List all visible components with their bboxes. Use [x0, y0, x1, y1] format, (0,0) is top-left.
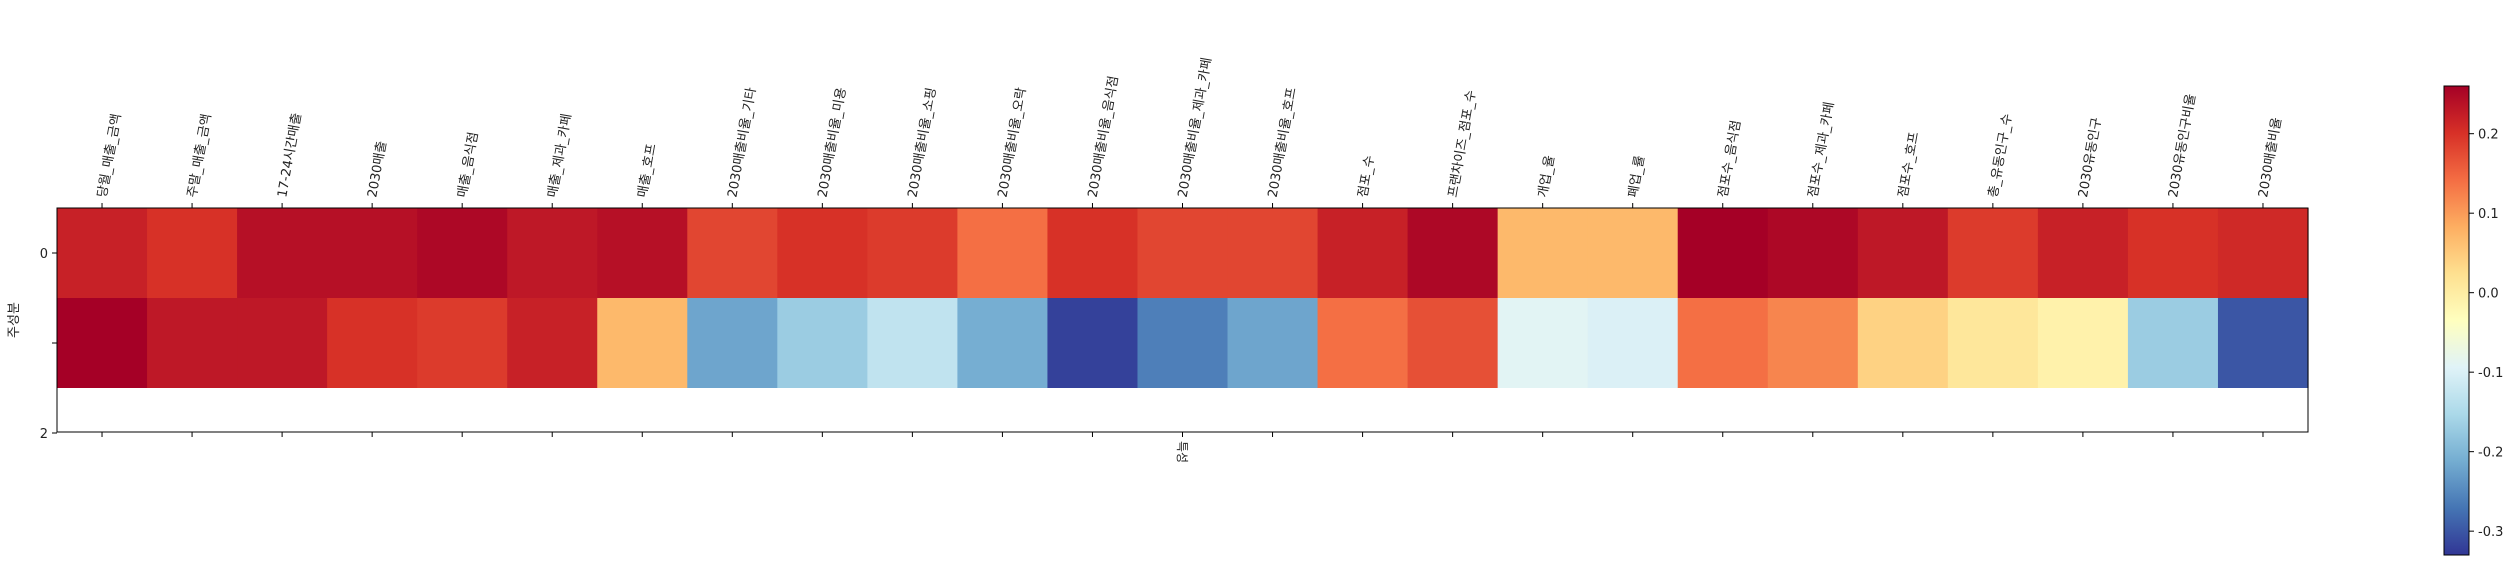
heatmap-cell	[867, 208, 958, 298]
heatmap-cell	[1767, 208, 1859, 298]
y-axis-label: 주성분	[7, 302, 22, 338]
heatmap-cell	[1317, 208, 1409, 298]
x-tick-label: 2030매출비율_음식점	[1086, 75, 1122, 199]
heatmap-cell	[1497, 208, 1589, 298]
heatmap-cell	[1047, 298, 1139, 388]
heatmap-cell	[1497, 298, 1589, 388]
colorbar-tick-label: 0.2	[2478, 128, 2499, 143]
x-tick-label: 폐업_률	[1626, 154, 1648, 198]
colorbar-tick-label: -0.3	[2478, 525, 2503, 540]
heatmap-cell	[2217, 208, 2309, 298]
x-tick-label: 2030매출비율_미용	[816, 86, 850, 198]
heatmap-cell	[507, 208, 598, 298]
heatmap-cell	[417, 298, 508, 388]
heatmap-cell	[1407, 298, 1499, 388]
x-tick-label: 총_유동인구_수	[1986, 113, 2015, 199]
x-tick-label: 점포수_음식점	[1716, 119, 1744, 199]
heatmap-cell	[1407, 208, 1499, 298]
heatmap-cell	[2127, 298, 2219, 388]
x-tick-label: 매출_제과_카페	[545, 113, 574, 199]
heatmap-cell	[327, 208, 418, 298]
heatmap-cell	[1047, 208, 1139, 298]
colorbar-ticks: -0.3 -0.2 -0.1 0.0 0.1 0.2	[2469, 128, 2503, 540]
x-tick-label: 2030매출	[365, 140, 390, 199]
heatmap-cell	[597, 298, 688, 388]
heatmap-cell	[1587, 298, 1679, 388]
x-tick-label: 점포수_제과_카페	[1806, 101, 1838, 199]
heatmap-cell	[1677, 208, 1769, 298]
colorbar	[2443, 85, 2470, 556]
x-tick-label: 개업_율	[1536, 154, 1558, 198]
heatmap-cell	[237, 208, 328, 298]
x-tick-label: 점포수_호프	[1896, 131, 1922, 199]
x-tick-label: 당월_매출_금액	[95, 113, 124, 199]
heatmap-cell	[867, 298, 958, 388]
heatmap-cell	[1137, 298, 1229, 388]
heatmap-cell	[1947, 208, 2039, 298]
heatmap-cell	[1947, 298, 2039, 388]
y-tick-label: 2	[40, 427, 48, 442]
heatmap-cell	[1227, 298, 1319, 388]
x-tick-label: 매출_음식점	[455, 131, 481, 199]
heatmap-cell	[1317, 298, 1409, 388]
y-tick-label: 0	[40, 247, 48, 262]
colorbar-tick-label: 0.0	[2478, 287, 2499, 302]
x-tick-label: 주말_매출_금액	[185, 113, 214, 199]
heatmap-cell	[2037, 208, 2129, 298]
x-tick-label: 2030매출비율_기타	[725, 86, 759, 198]
x-tick-label: 2030유동인구비율	[2166, 93, 2199, 199]
x-tick-label: 2030매출비율	[2256, 116, 2285, 198]
heatmap-cell	[1137, 208, 1229, 298]
x-tick-label: 2030매출비율_제과_카페	[1176, 56, 1215, 198]
heatmap-cell	[687, 298, 778, 388]
x-tick-label: 매출_호프	[635, 143, 659, 199]
heatmap-cell	[147, 208, 238, 298]
heatmap-cell	[1857, 208, 1949, 298]
heatmap-cell	[417, 208, 508, 298]
heatmap-cell	[777, 298, 868, 388]
heatmap-cell	[687, 208, 778, 298]
heatmap-cell	[1677, 298, 1769, 388]
x-tick-label: 2030매출비율_호프	[1266, 86, 1300, 198]
x-tick-label: 점포_수	[1356, 154, 1378, 198]
heatmap-cell	[957, 208, 1049, 298]
heatmap-cell	[57, 208, 148, 298]
x-tick-label: 17-24시간매출	[275, 112, 305, 199]
x-tick-label: 2030매출비율_오락	[996, 86, 1030, 198]
colorbar-tick-label: -0.2	[2478, 446, 2503, 461]
heatmap-cell	[2217, 298, 2309, 388]
heatmap-cell	[957, 298, 1049, 388]
heatmap-cells	[57, 208, 2309, 388]
heatmap-cell	[57, 298, 148, 388]
heatmap-cell	[597, 208, 688, 298]
heatmap-cell	[507, 298, 598, 388]
heatmap-cell	[1587, 208, 1679, 298]
y-axis-ticks: 02	[40, 247, 57, 442]
heatmap-cell	[147, 298, 238, 388]
heatmap-cell	[237, 298, 328, 388]
colorbar-tick-label: 0.1	[2478, 207, 2499, 222]
x-tick-label: 2030매출비율_소핑	[906, 86, 940, 198]
x-axis-label: 특성	[1175, 441, 1189, 463]
heatmap-cell	[1227, 208, 1319, 298]
heatmap-cell	[1767, 298, 1859, 388]
x-tick-label: 2030유동인구	[2076, 116, 2105, 198]
heatmap-cell	[327, 298, 418, 388]
heatmap-cell	[777, 208, 868, 298]
colorbar-tick-label: -0.1	[2478, 366, 2503, 381]
x-tick-label: 프랜차이즈_점포_수	[1446, 89, 1480, 199]
heatmap-cell	[1857, 298, 1949, 388]
heatmap-cell	[2127, 208, 2219, 298]
heatmap-cell	[2037, 298, 2129, 388]
